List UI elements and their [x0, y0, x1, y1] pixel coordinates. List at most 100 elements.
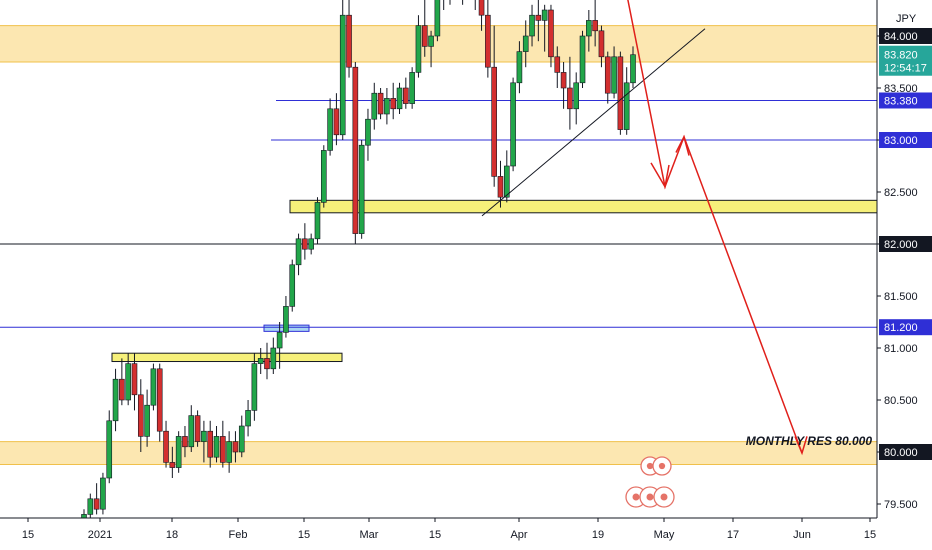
candle	[125, 353, 131, 406]
price-tick-label: 82.500	[884, 187, 918, 199]
candle-body	[358, 144, 365, 234]
time-tick-label: 2021	[88, 529, 112, 541]
candle-body	[213, 436, 220, 458]
candle-body	[567, 87, 573, 110]
time-tick-label: 17	[727, 529, 739, 541]
price-axis: 79.500 80.000 80.500 81.000 81.500 82.000 82.5…	[876, 0, 932, 550]
candle	[150, 363, 157, 411]
candle	[554, 46, 561, 88]
candles-layer	[81, 0, 636, 530]
drawings-layer	[481, 0, 808, 456]
candle-body	[320, 150, 327, 203]
zones-layer	[0, 25, 878, 465]
price-label: 80.000	[879, 444, 932, 460]
candle-body	[314, 202, 321, 240]
candle	[295, 233, 302, 276]
arrowhead-1	[650, 162, 670, 189]
candle	[93, 483, 100, 515]
candle-body	[503, 165, 510, 198]
candle	[169, 446, 176, 478]
candle	[352, 62, 359, 244]
candle-body	[611, 56, 617, 94]
price-label: 81.200	[879, 319, 932, 336]
candle-body	[327, 108, 333, 151]
candle-body	[339, 14, 346, 136]
candle-body	[428, 35, 434, 47]
candle	[617, 51, 624, 135]
price-label: 82.000	[879, 236, 932, 252]
candle-body	[421, 25, 428, 47]
candle	[377, 88, 384, 120]
candle-body	[194, 415, 201, 442]
price-labels-layer: 84.84984.00083.82012:54:1783.38083.00082…	[879, 28, 932, 460]
candle	[156, 363, 163, 442]
price-label-box	[879, 28, 932, 44]
candle-body	[238, 425, 245, 453]
price-label-subtext: 12:54:17	[884, 63, 927, 75]
price-tick-label: 81.500	[884, 291, 918, 303]
event-icon-b	[652, 456, 672, 476]
candle-body	[434, 0, 441, 37]
candle	[365, 108, 371, 161]
price-label-text: 83.380	[884, 95, 918, 107]
price-tick-label: 83.500	[884, 83, 918, 95]
candle	[462, 0, 464, 5]
candle	[403, 77, 409, 109]
candle	[175, 431, 182, 473]
candle	[474, 0, 476, 10]
candle-body	[182, 436, 188, 448]
candle	[131, 353, 138, 411]
candle-body	[156, 368, 163, 432]
candle-body	[630, 54, 636, 84]
price-label: 84.000	[879, 28, 932, 44]
candle-body	[257, 358, 264, 364]
time-tick-label: 15	[864, 529, 876, 541]
price-label-text: 83.820	[884, 50, 918, 62]
candle-body	[283, 306, 289, 333]
candle	[611, 46, 617, 99]
event-icon-e-dot	[660, 493, 668, 501]
event-icon-d-dot	[646, 493, 654, 501]
arrowhead-2	[675, 134, 690, 156]
price-tick-label: 81.000	[884, 343, 918, 355]
candle-body	[169, 462, 176, 468]
time-tick-label: Apr	[510, 529, 527, 541]
candle-body	[137, 394, 144, 437]
candle-body	[491, 66, 497, 177]
candle	[586, 10, 592, 52]
candle	[213, 426, 220, 463]
candle	[371, 82, 378, 130]
candle	[276, 322, 283, 369]
candle	[630, 46, 636, 88]
candle-body	[346, 14, 352, 68]
zone-82-4	[289, 199, 878, 214]
candle	[541, 4, 548, 52]
currency-label: JPY	[896, 13, 917, 25]
candle	[567, 56, 573, 130]
candle-body	[617, 56, 624, 130]
candle-body	[289, 264, 296, 307]
event-icon-e	[653, 486, 675, 508]
event-icon-b-dot	[658, 462, 666, 470]
price-label-text: 84.000	[884, 31, 918, 43]
time-tick-label: 19	[592, 529, 604, 541]
candle-body	[220, 436, 226, 463]
candle	[415, 15, 422, 78]
candle-body	[478, 0, 485, 16]
candle-body	[409, 72, 415, 104]
candle	[598, 25, 605, 68]
candle-body	[579, 35, 586, 84]
price-label-text: 82.000	[884, 239, 918, 251]
candle	[308, 233, 314, 255]
time-tick-label: Feb	[229, 529, 248, 541]
candle	[283, 296, 289, 338]
price-label-box	[879, 92, 932, 109]
zone-80-9	[111, 352, 343, 363]
candle-body	[604, 56, 611, 94]
candle-body	[251, 363, 258, 411]
candle	[346, 0, 352, 78]
candle	[119, 358, 125, 406]
candle-body	[226, 441, 232, 463]
